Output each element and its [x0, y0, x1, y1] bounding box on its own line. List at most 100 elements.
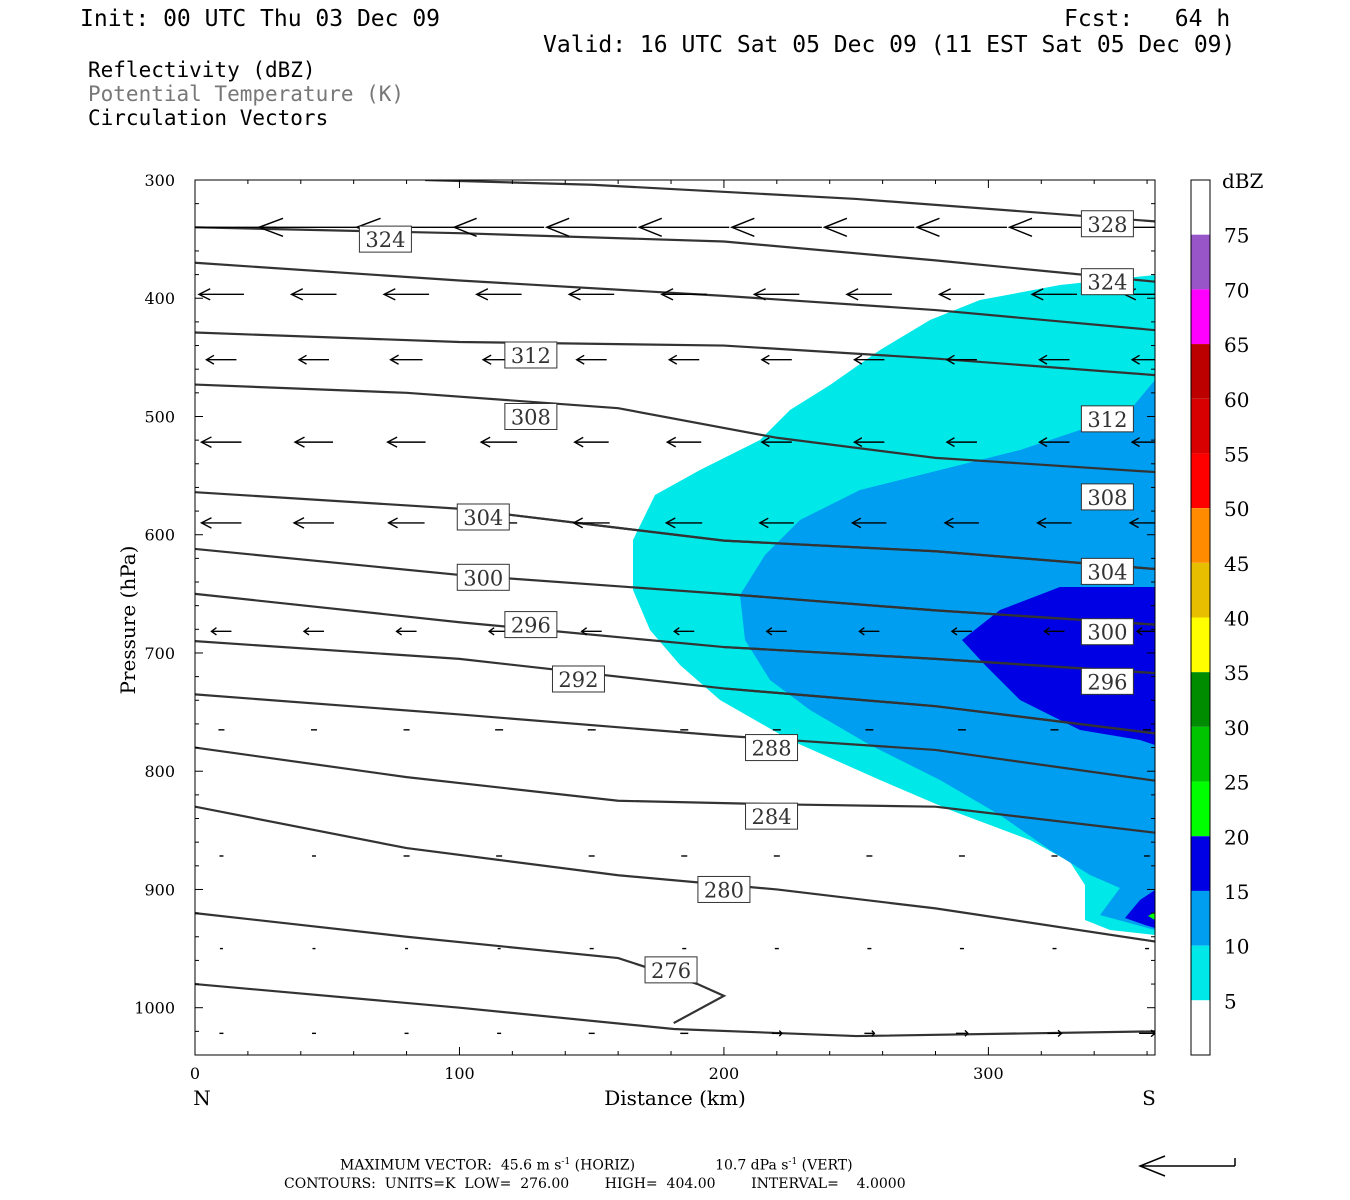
y-tick-label: 700 [144, 644, 175, 663]
colorbar-segment [1191, 782, 1210, 837]
colorbar-level-label: 5 [1224, 989, 1237, 1013]
colorbar-segment [1191, 1000, 1210, 1055]
isentrope-label-text: 304 [463, 506, 503, 530]
circulation-vector [569, 289, 614, 300]
isentrope-label-text: 308 [511, 405, 551, 429]
isentrope-label-text: 312 [1087, 408, 1127, 432]
isentrope-label-text: 304 [1087, 560, 1127, 584]
isentrope-label-312: 312 [1081, 406, 1133, 432]
isentrope-label-328: 328 [1081, 211, 1133, 237]
circulation-vector [292, 289, 337, 300]
circulation-vector [575, 437, 609, 446]
circulation-vector [201, 518, 241, 528]
colorbar-level-label: 30 [1224, 716, 1249, 740]
circulation-vector [294, 518, 334, 528]
circulation-vector [295, 437, 333, 447]
circulation-vector [304, 628, 324, 635]
x-tick-label: 0 [190, 1064, 200, 1083]
colorbar-level-label: 55 [1224, 442, 1249, 466]
x-tick-label: 200 [709, 1064, 740, 1083]
colorbar-segment [1191, 946, 1210, 1001]
y-tick-label: 1000 [134, 999, 175, 1018]
circulation-vector [397, 628, 417, 635]
isentrope-label-296: 296 [505, 612, 557, 638]
isentrope-label-284: 284 [746, 803, 798, 829]
isentrope-label-text: 328 [1087, 213, 1127, 237]
colorbar-level-label: 20 [1224, 825, 1249, 849]
circulation-vector [939, 289, 984, 300]
isentrope-label-text: 280 [704, 878, 744, 902]
circulation-vector [391, 355, 423, 364]
footer-max-vector: MAXIMUM VECTOR: 45.6 m s-1 (HORIZ) 10.7 d… [340, 1158, 853, 1173]
y-tick-label: 500 [144, 407, 175, 426]
circulation-vector [667, 437, 701, 446]
colorbar-level-label: 70 [1224, 278, 1249, 302]
isentrope-label-300: 300 [457, 564, 509, 590]
isentrope-label-text: 284 [751, 805, 791, 829]
circulation-vector [847, 289, 892, 300]
colorbar-level-label: 35 [1224, 661, 1249, 685]
circulation-vector [639, 218, 729, 236]
circulation-vector [754, 289, 799, 300]
colorbar-level-label: 65 [1224, 333, 1249, 357]
circulation-vector [1048, 1030, 1062, 1036]
colorbar-level-label: 25 [1224, 771, 1249, 795]
x-axis-label: Distance (km) [604, 1086, 746, 1110]
isentrope-label-text: 288 [751, 737, 791, 761]
footer-contours: CONTOURS: UNITS=K LOW= 276.00 HIGH= 404.… [284, 1177, 906, 1191]
circulation-vector [917, 218, 1007, 236]
circulation-vector [388, 437, 426, 447]
circulation-vector [732, 218, 822, 236]
circulation-vector [201, 437, 241, 447]
colorbar-level-label: 60 [1224, 388, 1249, 412]
circulation-vector [772, 1031, 782, 1037]
circulation-vector [384, 289, 429, 300]
reflectivity-colorbar: 75706560555045403530252015105 [1191, 180, 1249, 1055]
isentrope-276 [195, 984, 1155, 1036]
colorbar-segment [1191, 508, 1210, 563]
circulation-vector [389, 518, 425, 528]
isentrope-label-324: 324 [1081, 269, 1133, 295]
isentrope-label-296: 296 [1081, 668, 1133, 694]
colorbar-segment [1191, 672, 1210, 727]
x-end-label-south: S [1142, 1086, 1156, 1110]
colorbar-segment [1191, 836, 1210, 891]
circulation-vector [211, 628, 231, 635]
circulation-vector [762, 355, 792, 364]
colorbar-level-label: 40 [1224, 607, 1249, 631]
colorbar-segment [1191, 344, 1210, 399]
isentrope-label-text: 324 [1087, 271, 1127, 295]
colorbar-unit: dBZ [1222, 169, 1264, 193]
colorbar-segment [1191, 453, 1210, 508]
colorbar-segment-top [1191, 180, 1210, 235]
x-end-label-north: N [193, 1086, 211, 1110]
colorbar-segment [1191, 563, 1210, 618]
isentrope-label-text: 300 [1087, 621, 1127, 645]
isentrope-label-324: 324 [359, 226, 411, 252]
isentrope-label-304: 304 [457, 504, 509, 530]
isentrope-label-text: 296 [1087, 670, 1127, 694]
circulation-vector [669, 355, 699, 364]
isentrope-label-text: 296 [511, 614, 551, 638]
isentrope-label-308: 308 [1081, 484, 1133, 510]
circulation-vector [547, 218, 637, 236]
colorbar-level-label: 50 [1224, 497, 1249, 521]
reflectivity-fill [633, 275, 1155, 935]
y-tick-label: 400 [144, 289, 175, 308]
reference-vector [1140, 1156, 1235, 1176]
isentrope-label-292: 292 [552, 666, 604, 692]
circulation-vector [477, 289, 522, 300]
colorbar-segment [1191, 289, 1210, 344]
isentrope-label-text: 300 [463, 566, 503, 590]
circulation-vector [481, 437, 517, 447]
isentrope-label-280: 280 [698, 876, 750, 902]
colorbar-level-label: 15 [1224, 880, 1249, 904]
circulation-vector [206, 355, 236, 364]
isentrope-label-text: 308 [1087, 486, 1127, 510]
colorbar-segment [1191, 235, 1210, 290]
circulation-vector [577, 355, 607, 364]
colorbar-segment [1191, 399, 1210, 454]
isentrope-label-312: 312 [505, 342, 557, 368]
isentrope-label-304: 304 [1081, 558, 1133, 584]
